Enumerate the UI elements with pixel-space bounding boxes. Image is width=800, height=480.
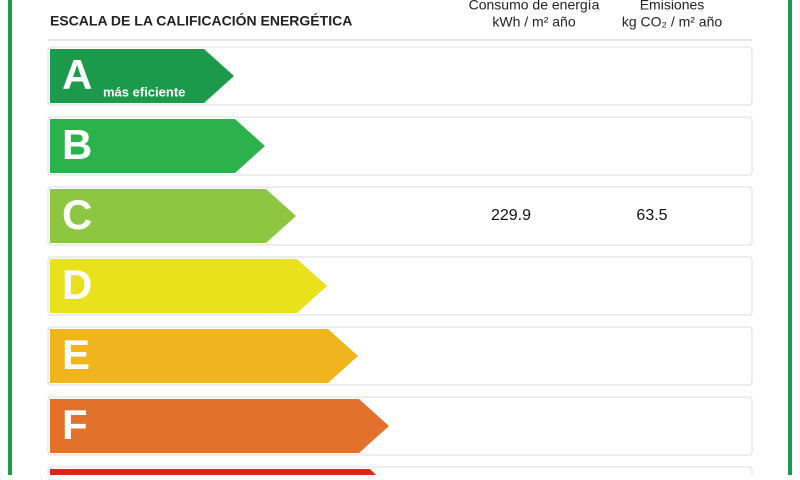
column-title: Emisiones — [640, 0, 705, 13]
rating-arrow — [50, 259, 327, 313]
rating-letter: D — [62, 261, 92, 308]
rating-arrow — [50, 119, 265, 173]
rating-letter: C — [62, 191, 92, 238]
rating-arrow — [50, 329, 358, 383]
right-border — [788, 0, 792, 475]
rating-letter: F — [62, 401, 88, 448]
rating-letter: A — [62, 51, 92, 98]
title: ESCALA DE LA CALIFICACIÓN ENERGÉTICA — [50, 12, 352, 29]
rating-letter: B — [62, 121, 92, 168]
rating-arrow — [50, 49, 234, 103]
rating-arrow — [50, 399, 389, 453]
emisiones-value: 63.5 — [636, 207, 667, 224]
rating-arrow — [50, 469, 381, 480]
consumo-value: 229.9 — [491, 207, 531, 224]
row-box — [47, 46, 753, 106]
rating-letter: E — [62, 331, 90, 378]
left-border — [8, 0, 12, 475]
column-title: Consumo de energía — [469, 0, 600, 13]
rating-note: más eficiente — [103, 84, 185, 99]
column-unit: kWh / m² año — [492, 14, 575, 30]
rating-arrow — [50, 189, 296, 243]
column-unit: kg CO₂ / m² año — [622, 14, 723, 30]
